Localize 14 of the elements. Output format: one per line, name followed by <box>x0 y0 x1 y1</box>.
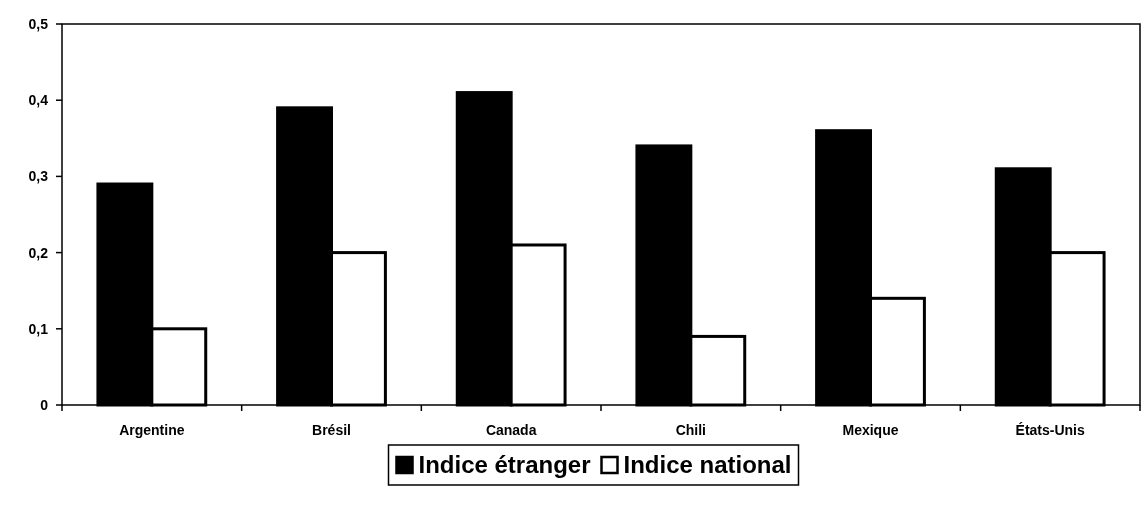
x-tick-label: États-Unis <box>1015 422 1085 438</box>
y-tick-label: 0,4 <box>28 92 49 109</box>
legend-label: Indice étranger <box>418 451 591 478</box>
x-tick-label: Mexique <box>842 422 899 438</box>
x-tick-label: Argentine <box>119 422 185 438</box>
y-tick-label: 0,1 <box>28 320 49 337</box>
y-tick-label: 0,5 <box>28 15 49 32</box>
x-tick-label: Brésil <box>312 422 351 438</box>
y-tick-label: 0,2 <box>28 244 49 261</box>
x-tick-label: Chili <box>675 422 707 438</box>
y-tick-label: 0 <box>40 396 49 413</box>
x-tick-label: Canada <box>485 422 537 438</box>
y-tick-label: 0,3 <box>28 168 49 185</box>
legend-label: Indice national <box>623 451 792 478</box>
